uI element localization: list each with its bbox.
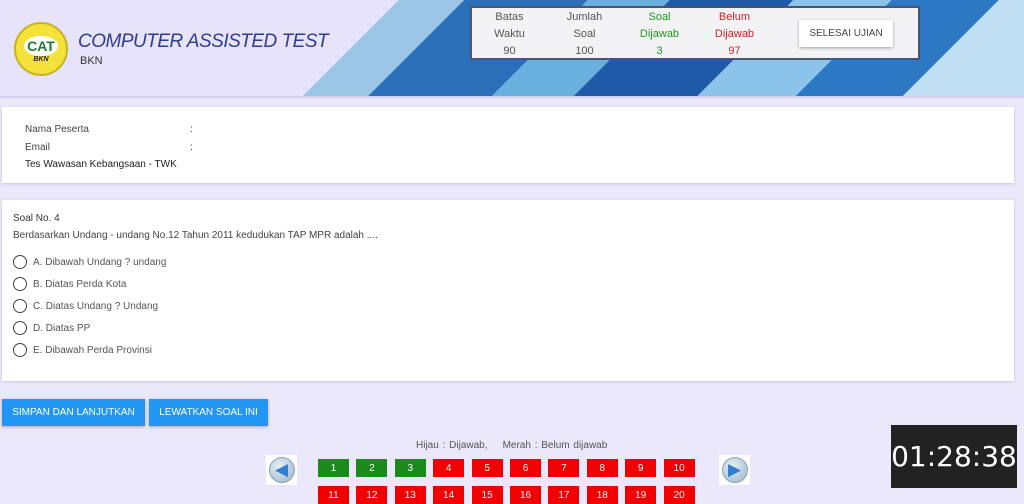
question-nav-12[interactable]: 12 bbox=[356, 486, 388, 504]
color-legend: Hijau : Dijawab, Merah : Belum dijawab bbox=[416, 440, 608, 451]
question-nav-1[interactable]: 1 bbox=[318, 459, 349, 477]
radio-icon[interactable] bbox=[13, 299, 27, 313]
prev-button[interactable]: ◀ bbox=[266, 455, 297, 485]
arrow-right-icon: ▶ bbox=[721, 457, 748, 483]
question-nav-3[interactable]: 3 bbox=[394, 459, 426, 477]
option-b[interactable]: B. Diatas Perda Kota bbox=[13, 273, 1014, 295]
question-nav-16[interactable]: 16 bbox=[510, 486, 541, 504]
question-nav-15[interactable]: 15 bbox=[471, 486, 503, 504]
participant-info-card: Nama Peserta: Email: Tes Wawasan Kebangs… bbox=[2, 107, 1014, 183]
stat-label: Dijawab bbox=[639, 28, 680, 40]
stat-value: 97 bbox=[728, 45, 741, 57]
cat-bkn-logo: CAT BKN bbox=[14, 22, 68, 76]
question-nav-18[interactable]: 18 bbox=[586, 486, 618, 504]
option-label: D. Diatas PP bbox=[33, 322, 91, 334]
question-card: Soal No. 4 Berdasarkan Undang - undang N… bbox=[2, 200, 1014, 381]
option-e[interactable]: E. Dibawah Perda Provinsi bbox=[13, 339, 1014, 361]
radio-icon[interactable] bbox=[13, 321, 27, 335]
email-label: Email bbox=[25, 141, 51, 153]
question-nav-11[interactable]: 11 bbox=[318, 486, 349, 504]
question-nav-5[interactable]: 5 bbox=[471, 459, 503, 477]
radio-icon[interactable] bbox=[13, 255, 27, 269]
stat-answered: Soal Dijawab 3 bbox=[622, 8, 697, 58]
header: CAT BKN COMPUTER ASSISTED TEST BKN Batas W… bbox=[0, 0, 1024, 98]
arrow-left-icon: ◀ bbox=[268, 457, 295, 483]
stat-value: 100 bbox=[575, 45, 594, 57]
question-number: Soal No. 4 bbox=[13, 213, 60, 224]
exam-stats-panel: Batas Waktu 90 Jumlah Soal 100 Soal Dijawab 3 … bbox=[470, 6, 920, 60]
question-nav-8[interactable]: 8 bbox=[586, 459, 618, 477]
stat-label: Soal bbox=[648, 11, 671, 23]
question-nav-17[interactable]: 17 bbox=[548, 486, 580, 504]
countdown-timer: 01:28:38 bbox=[891, 425, 1017, 488]
skip-question-button[interactable]: LEWATKAN SOAL INI bbox=[149, 399, 268, 426]
stat-unanswered: Belum Dijawab 97 bbox=[697, 8, 772, 58]
option-label: A. Dibawah Undang ? undang bbox=[33, 256, 167, 268]
name-separator: : bbox=[190, 124, 193, 135]
option-label: C. Diatas Undang ? Undang bbox=[33, 300, 159, 312]
stat-label: Jumlah bbox=[566, 11, 603, 23]
question-nav-9[interactable]: 9 bbox=[625, 459, 657, 477]
next-button[interactable]: ▶ bbox=[719, 455, 750, 485]
option-label: E. Dibawah Perda Provinsi bbox=[33, 344, 152, 356]
question-nav-2[interactable]: 2 bbox=[356, 459, 388, 477]
option-label: B. Diatas Perda Kota bbox=[33, 278, 127, 290]
finish-exam-button[interactable]: SELESAI UJIAN bbox=[799, 20, 893, 47]
stat-label: Batas bbox=[495, 11, 524, 23]
option-a[interactable]: A. Dibawah Undang ? undang bbox=[13, 251, 1014, 273]
radio-icon[interactable] bbox=[13, 277, 27, 291]
stat-label: Soal bbox=[573, 28, 596, 40]
question-nav-14[interactable]: 14 bbox=[433, 486, 465, 504]
question-nav-13[interactable]: 13 bbox=[394, 486, 426, 504]
test-name: Tes Wawasan Kebangsaan - TWK bbox=[25, 159, 177, 170]
stat-value: 90 bbox=[503, 45, 516, 57]
app-subtitle: BKN bbox=[80, 55, 103, 67]
email-separator: : bbox=[190, 141, 193, 153]
question-nav-20[interactable]: 20 bbox=[663, 486, 695, 504]
radio-icon[interactable] bbox=[13, 343, 27, 357]
stat-value: 3 bbox=[656, 45, 663, 57]
stat-label: Belum bbox=[718, 11, 751, 23]
question-nav-7[interactable]: 7 bbox=[548, 459, 580, 477]
option-d[interactable]: D. Diatas PP bbox=[13, 317, 1014, 339]
app-title: COMPUTER ASSISTED TEST bbox=[78, 31, 329, 52]
save-next-button[interactable]: SIMPAN DAN LANJUTKAN bbox=[2, 399, 145, 426]
logo-text: CAT bbox=[24, 35, 58, 56]
option-c[interactable]: C. Diatas Undang ? Undang bbox=[13, 295, 1014, 317]
question-nav-4[interactable]: 4 bbox=[433, 459, 465, 477]
stat-label: Waktu bbox=[494, 28, 525, 40]
logo-sub: BKN bbox=[33, 55, 49, 63]
stat-total-questions: Jumlah Soal 100 bbox=[547, 8, 622, 58]
question-text: Berdasarkan Undang - undang No.12 Tahun … bbox=[13, 230, 378, 241]
question-nav-10[interactable]: 10 bbox=[663, 459, 695, 477]
name-label: Nama Peserta bbox=[25, 124, 89, 135]
question-nav-6[interactable]: 6 bbox=[510, 459, 541, 477]
question-nav-19[interactable]: 19 bbox=[625, 486, 657, 504]
stat-time-limit: Batas Waktu 90 bbox=[472, 8, 547, 58]
stat-label: Dijawab bbox=[714, 28, 755, 40]
